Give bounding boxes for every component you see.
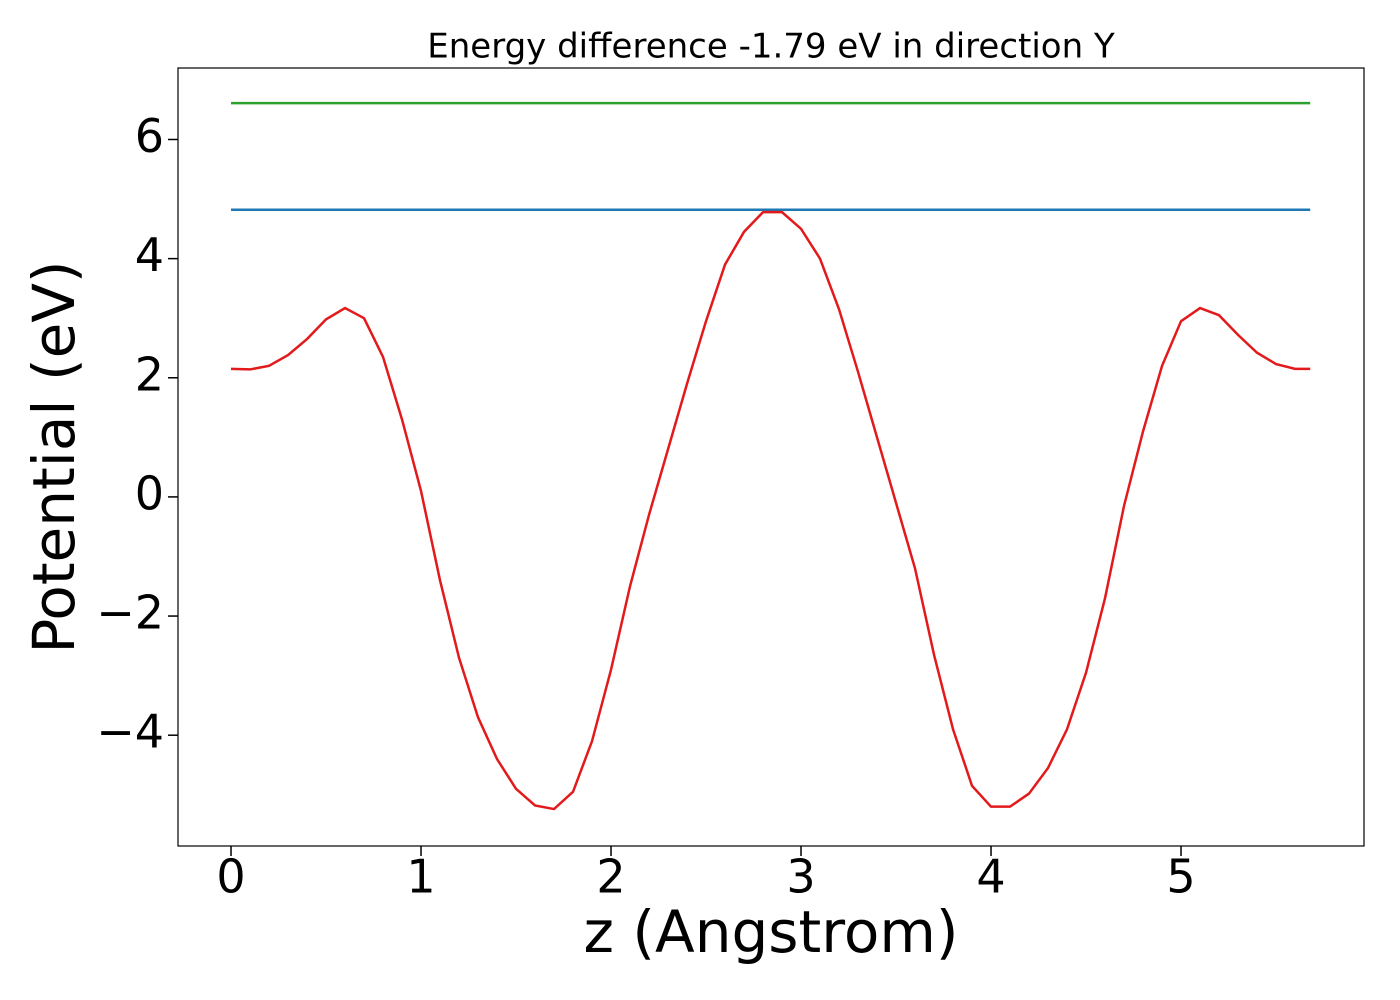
- y-tick-label: 4: [135, 228, 164, 282]
- y-axis-label: Potential (eV): [20, 260, 88, 653]
- y-tick-label: 0: [135, 466, 164, 520]
- plot-frame: [177, 67, 1365, 847]
- y-tick-label: 6: [135, 109, 164, 163]
- x-tick-label: 1: [406, 850, 435, 904]
- y-tick-label: −2: [96, 586, 164, 640]
- x-tick-label: 5: [1166, 850, 1195, 904]
- x-tick-label: 0: [216, 850, 245, 904]
- x-axis-label: z (Angstrom): [584, 898, 959, 966]
- y-tick-label: −4: [96, 705, 164, 759]
- x-tick-label: 2: [596, 850, 625, 904]
- series-line: [230, 210, 1311, 811]
- chart-title: Energy difference -1.79 eV in direction …: [427, 27, 1115, 67]
- y-tick-label: 2: [135, 347, 164, 401]
- x-tick-label: 3: [786, 850, 815, 904]
- x-tick-label: 4: [976, 850, 1005, 904]
